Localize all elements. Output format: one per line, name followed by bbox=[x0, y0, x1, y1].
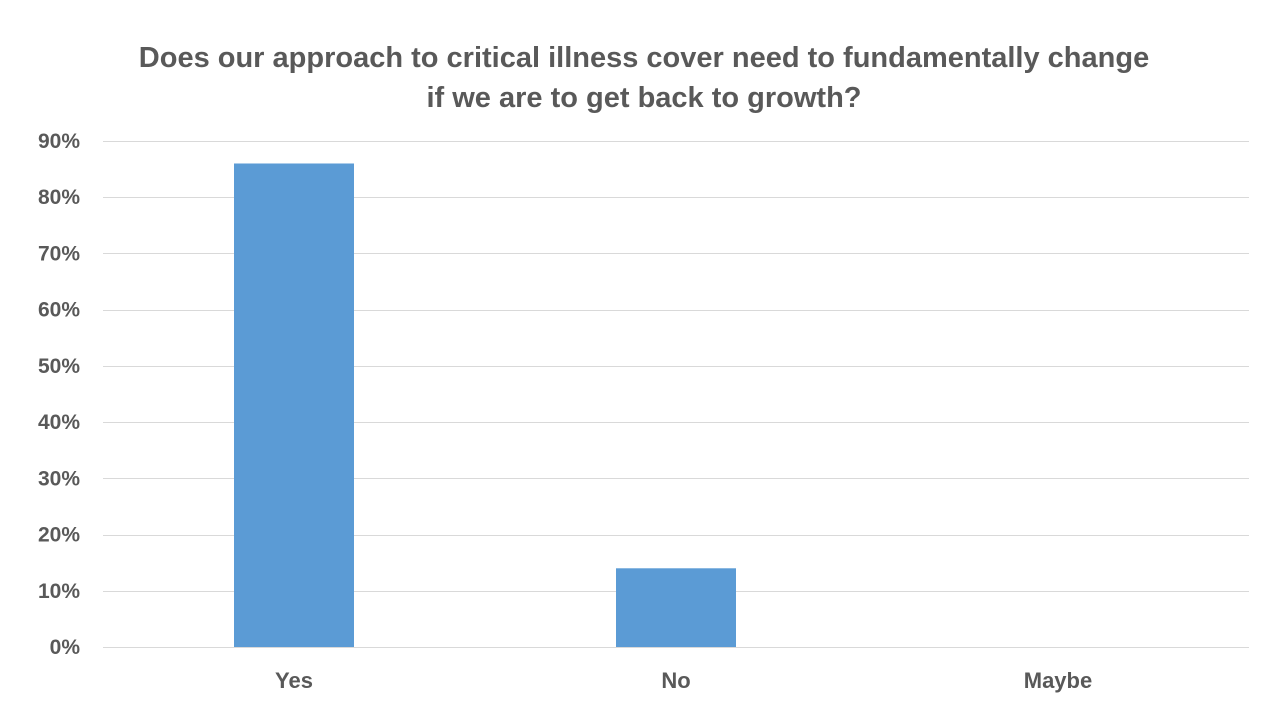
y-tick-label: 20% bbox=[38, 524, 80, 547]
y-tick-label: 60% bbox=[38, 299, 80, 322]
y-tick-label: 70% bbox=[38, 242, 80, 265]
chart-title-line-1: Does our approach to critical illness co… bbox=[138, 42, 1150, 74]
y-tick-label: 30% bbox=[38, 467, 80, 490]
chart-title: Does our approach to critical illness co… bbox=[0, 38, 1280, 118]
x-axis-categories: Yes No Maybe bbox=[275, 668, 1092, 693]
x-category-label: No bbox=[661, 668, 690, 693]
y-tick-label: 40% bbox=[38, 411, 80, 434]
bars bbox=[234, 163, 736, 647]
bar-no bbox=[616, 568, 736, 647]
y-tick-label: 80% bbox=[38, 186, 80, 209]
y-tick-label: 10% bbox=[38, 580, 80, 603]
y-tick-label: 90% bbox=[38, 130, 80, 153]
y-tick-label: 0% bbox=[50, 636, 81, 659]
x-category-label: Maybe bbox=[1024, 668, 1092, 693]
bar-yes bbox=[234, 163, 354, 647]
x-category-label: Yes bbox=[275, 668, 313, 693]
y-tick-label: 50% bbox=[38, 355, 80, 378]
chart-title-line-2: if we are to get back to growth? bbox=[426, 82, 862, 114]
y-axis-ticks: 0% 10% 20% 30% 40% 50% 60% 70% 80% 90% bbox=[38, 130, 80, 659]
